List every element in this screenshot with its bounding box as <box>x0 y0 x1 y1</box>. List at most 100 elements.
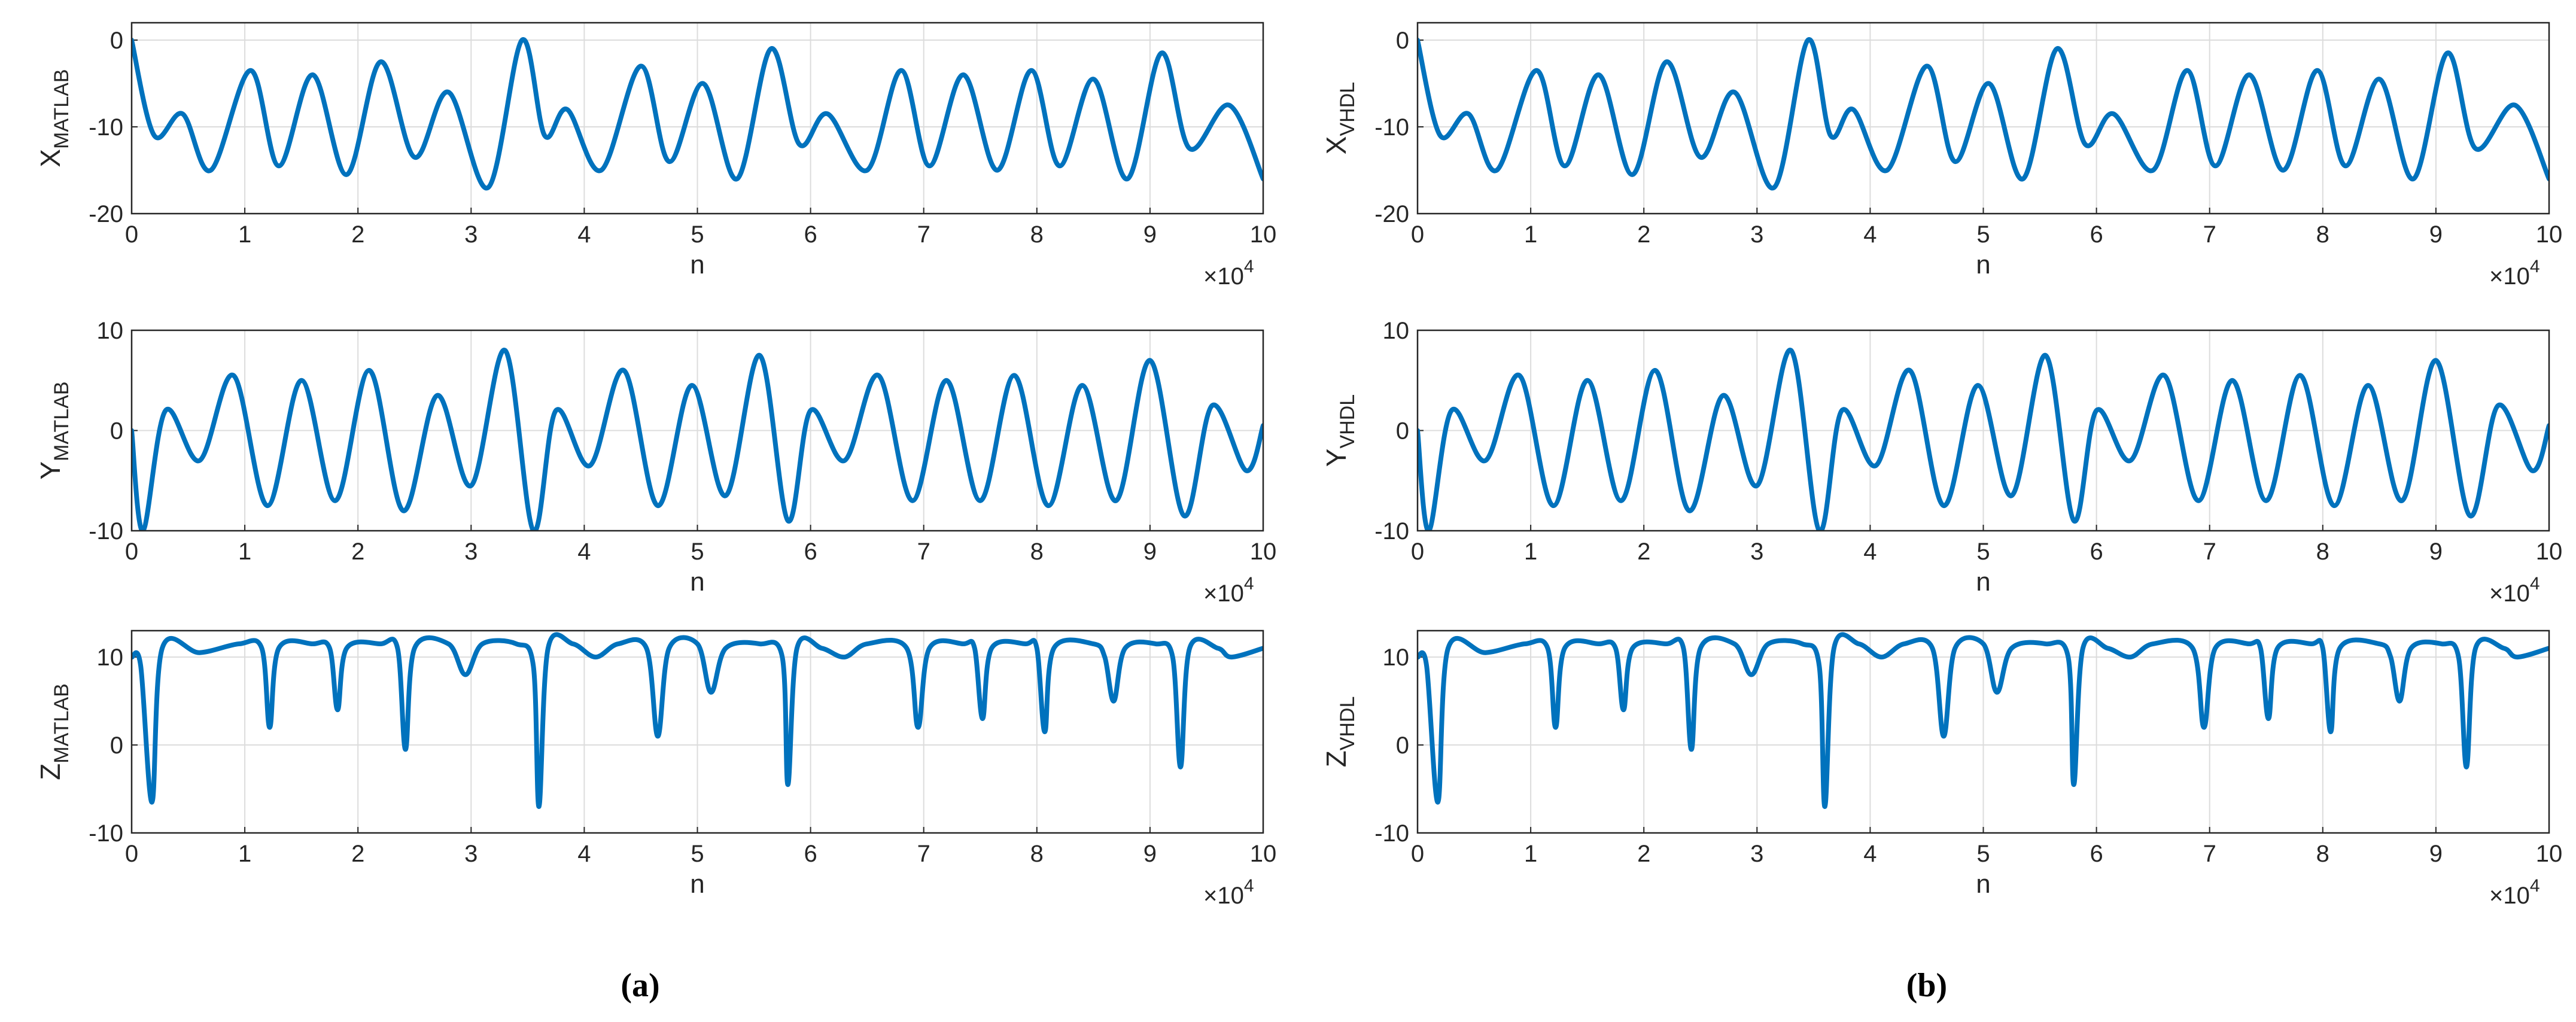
x-tick-label: 4 <box>1863 221 1877 248</box>
y-tick-label: 0 <box>110 732 123 759</box>
x-tick-label: 6 <box>2090 841 2103 867</box>
x-multiplier: ×104 <box>2489 257 2540 290</box>
axes-box <box>1416 329 2550 532</box>
x-tick-label: 5 <box>1976 221 1990 248</box>
axes-box <box>130 22 1264 215</box>
y-label-sub: MATLAB <box>50 381 73 461</box>
y-tick-label: 10 <box>1383 644 1410 671</box>
y-tick-label: -20 <box>1374 201 1409 227</box>
x-tick-label: 7 <box>917 221 930 248</box>
axes-box <box>1416 22 2550 215</box>
x-tick-label: 1 <box>238 841 251 867</box>
x-tick-label: 8 <box>2316 539 2329 565</box>
multiplier: ×10 <box>1203 580 1244 607</box>
y-axis-label: YVHDL <box>1321 394 1359 467</box>
x-tick-label: 1 <box>1524 841 1537 867</box>
x-tick-label: 4 <box>577 841 591 867</box>
x-tick-label: 1 <box>1524 539 1537 565</box>
x-multiplier: ×104 <box>1203 876 1254 909</box>
exponent: 4 <box>2530 876 2540 896</box>
x-tick-label: 7 <box>2203 539 2216 565</box>
x-tick-label: 2 <box>1637 221 1650 248</box>
x-tick-label: 6 <box>2090 221 2103 248</box>
x-tick-label: 5 <box>691 539 704 565</box>
y-tick-label: -10 <box>89 820 123 847</box>
x-tick-label: 4 <box>577 539 591 565</box>
x-tick-label: 2 <box>351 221 364 248</box>
x-tick-label: 7 <box>917 841 930 867</box>
x-tick-label: 7 <box>2203 841 2216 867</box>
x-tick-label: 6 <box>804 539 817 565</box>
x-tick-label: 9 <box>1143 841 1157 867</box>
y-label-main: Z <box>35 764 66 780</box>
data-line <box>1418 37 2549 191</box>
y-label-main: Z <box>1321 750 1352 767</box>
y-axis-label: XVHDL <box>1321 82 1359 154</box>
y-label-main: Y <box>1321 449 1352 467</box>
y-tick-label: 10 <box>97 644 124 671</box>
x-tick-label: 2 <box>1637 841 1650 867</box>
x-tick-label: 9 <box>1143 539 1157 565</box>
x-tick-label: 2 <box>1637 539 1650 565</box>
x-tick-label: 3 <box>1750 539 1763 565</box>
x-axis-label: n <box>690 869 704 899</box>
x-axis-label: n <box>690 567 704 597</box>
x-tick-label: 9 <box>2429 539 2443 565</box>
y-tick-label: 10 <box>97 318 124 344</box>
x-tick-label: 4 <box>1863 841 1877 867</box>
x-tick-label: 1 <box>238 221 251 248</box>
x-tick-label: 9 <box>2429 221 2443 248</box>
caption: (a) <box>621 967 659 1004</box>
exponent: 4 <box>2530 574 2540 594</box>
x-tick-label: 0 <box>1411 841 1424 867</box>
data-line <box>1418 348 2549 531</box>
x-tick-label: 4 <box>577 221 591 248</box>
x-tick-label: 10 <box>1250 539 1277 565</box>
x-axis-label: n <box>1976 869 1990 899</box>
x-tick-label: 7 <box>2203 221 2216 248</box>
y-tick-label: 0 <box>110 418 123 445</box>
x-axis-label: n <box>690 250 704 279</box>
x-tick-label: 1 <box>238 539 251 565</box>
x-tick-label: 3 <box>464 221 478 248</box>
x-tick-label: 0 <box>125 841 138 867</box>
y-axis-label: ZVHDL <box>1321 696 1359 768</box>
y-axis-label: XMATLAB <box>35 69 73 167</box>
y-tick-label: -10 <box>1374 820 1409 847</box>
x-tick-label: 9 <box>1143 221 1157 248</box>
y-tick-label: 0 <box>110 28 123 54</box>
x-tick-label: 3 <box>464 841 478 867</box>
y-label-sub: VHDL <box>1336 394 1359 449</box>
x-tick-label: 8 <box>2316 841 2329 867</box>
x-tick-label: 6 <box>804 841 817 867</box>
x-tick-label: 4 <box>1863 539 1877 565</box>
x-tick-label: 5 <box>691 221 704 248</box>
data-line <box>132 632 1263 809</box>
y-label-sub: VHDL <box>1336 696 1359 751</box>
data-line <box>1418 632 2549 809</box>
caption: (b) <box>1906 967 1947 1004</box>
x-multiplier: ×104 <box>1203 574 1254 607</box>
axes-box <box>130 329 1264 532</box>
x-tick-label: 5 <box>1976 841 1990 867</box>
multiplier: ×10 <box>2489 580 2530 607</box>
y-tick-label: -10 <box>89 518 123 545</box>
x-multiplier: ×104 <box>2489 876 2540 909</box>
x-tick-label: 5 <box>1976 539 1990 565</box>
y-tick-label: 0 <box>1396 418 1409 445</box>
y-label-sub: VHDL <box>1336 82 1359 136</box>
axes-box <box>130 629 1264 834</box>
y-tick-label: 10 <box>1383 318 1410 344</box>
x-tick-label: 6 <box>2090 539 2103 565</box>
x-tick-label: 10 <box>2536 539 2563 565</box>
data-line <box>132 37 1263 191</box>
x-tick-label: 7 <box>917 539 930 565</box>
y-axis-label: ZMATLAB <box>35 683 73 780</box>
y-label-sub: MATLAB <box>50 683 73 764</box>
